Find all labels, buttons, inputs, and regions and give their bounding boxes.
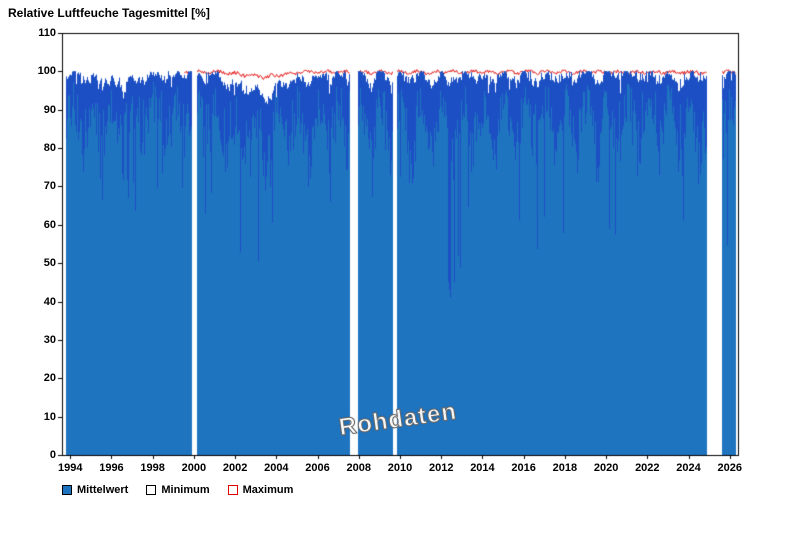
- x-tick-label: 2014: [470, 462, 495, 474]
- y-tick-label: 10: [43, 410, 56, 423]
- legend-label-mittelwert: Mittelwert: [77, 484, 129, 496]
- x-tick-label: 1994: [57, 462, 83, 474]
- x-tick-label: 2016: [511, 462, 536, 474]
- y-tick-label: 40: [43, 295, 56, 308]
- x-tick-label: 2010: [387, 462, 413, 474]
- y-tick-label: 90: [43, 103, 56, 116]
- legend: Mittelwert Minimum Maximum: [62, 484, 311, 496]
- x-tick-label: 2022: [635, 462, 660, 474]
- x-tick-label: 2006: [305, 462, 330, 474]
- x-tick-label: 2000: [181, 462, 207, 474]
- maximum-swatch-icon: [227, 485, 238, 495]
- legend-item-minimum: Minimum: [146, 484, 210, 496]
- legend-label-maximum: Maximum: [242, 484, 294, 496]
- x-tick-label: 2008: [346, 462, 371, 474]
- minimum-swatch-icon: [146, 485, 157, 495]
- x-tick-label: 2026: [717, 462, 742, 474]
- x-tick-label: 2020: [593, 462, 619, 474]
- y-tick-label: 100: [37, 65, 56, 78]
- x-tick-label: 2024: [676, 462, 701, 474]
- y-tick-label: 30: [43, 333, 56, 346]
- y-tick-label: 50: [43, 257, 56, 270]
- mittelwert-swatch-icon: [62, 485, 72, 495]
- x-tick-label: 2012: [428, 462, 454, 474]
- x-tick-label: 2002: [222, 462, 248, 474]
- x-tick-label: 2004: [264, 462, 289, 474]
- y-tick-label: 60: [43, 218, 56, 231]
- y-tick-label: 20: [43, 372, 56, 385]
- chart-title: Relative Luftfeuche Tagesmittel [%]: [8, 6, 210, 20]
- x-tick-label: 1998: [140, 462, 165, 474]
- y-tick-label: 110: [38, 27, 56, 39]
- y-tick-label: 70: [43, 180, 56, 193]
- x-tick-label: 1996: [99, 462, 124, 474]
- y-tick-label: 80: [43, 142, 56, 155]
- legend-label-minimum: Minimum: [161, 484, 210, 496]
- x-tick-label: 2018: [552, 462, 578, 474]
- legend-item-maximum: Maximum: [227, 484, 294, 496]
- legend-item-mittelwert: Mittelwert: [62, 484, 128, 496]
- y-tick-label: 0: [49, 449, 56, 461]
